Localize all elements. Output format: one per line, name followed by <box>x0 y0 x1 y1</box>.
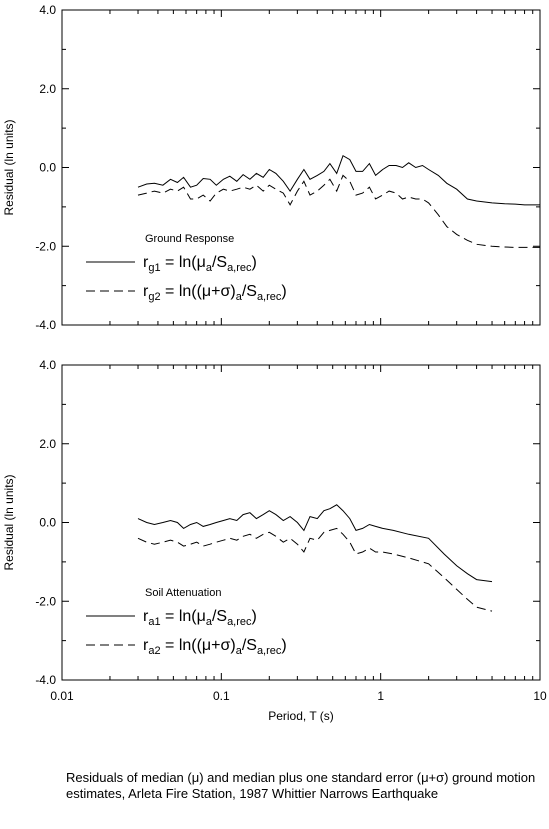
y-tick-label: 2.0 <box>39 82 56 96</box>
legend-entry-label: rg1 = ln(μa/Sa,rec) <box>143 254 257 274</box>
figure-caption: Residuals of median (μ) and median plus … <box>66 770 536 801</box>
series-line-solid <box>137 504 493 583</box>
plot-frame <box>61 9 541 326</box>
y-tick-label: 0.0 <box>39 516 56 530</box>
y-axis-title: Residual (ln units) <box>2 119 16 215</box>
legend-title: Ground Response <box>145 233 234 245</box>
y-tick-label: 4.0 <box>39 358 56 372</box>
y-tick-label: 4.0 <box>39 3 56 17</box>
series-line-dashed <box>137 527 493 612</box>
x-axis-title: Period, T (s) <box>268 709 334 723</box>
plot-frame <box>61 364 541 681</box>
x-tick-label: 0.01 <box>50 689 74 703</box>
y-tick-label: 0.0 <box>39 161 56 175</box>
y-tick-label: -4.0 <box>35 673 56 687</box>
x-tick-label: 1 <box>377 689 384 703</box>
x-tick-label: 10 <box>533 689 547 703</box>
y-tick-label: 2.0 <box>39 437 56 451</box>
chart-panel-1: 4.0 2.0 0.0 -2.0 -4.0 Residual (ln units) Grou… <box>2 3 541 332</box>
legend-entry-label: ra1 = ln(μa/Sa,rec) <box>143 608 257 628</box>
series-line-dashed <box>137 174 540 248</box>
y-axis-title: Residual (ln units) <box>2 474 16 570</box>
legend-entry-label: ra2 = ln((μ+σ)a/Sa,rec) <box>143 637 287 657</box>
x-tick-label: 0.1 <box>213 689 230 703</box>
series-line-solid <box>137 154 540 206</box>
y-tick-label: -4.0 <box>35 318 56 332</box>
legend-entry-label: rg2 = ln((μ+σ)a/Sa,rec) <box>143 283 287 303</box>
y-tick-label: -2.0 <box>35 239 56 253</box>
legend-title: Soil Attenuation <box>145 587 221 599</box>
y-tick-label: -2.0 <box>35 594 56 608</box>
chart-panel-2: 4.0 2.0 0.0 -2.0 -4.0 0.01 0.1 1 10 Residual (ln … <box>2 358 547 723</box>
